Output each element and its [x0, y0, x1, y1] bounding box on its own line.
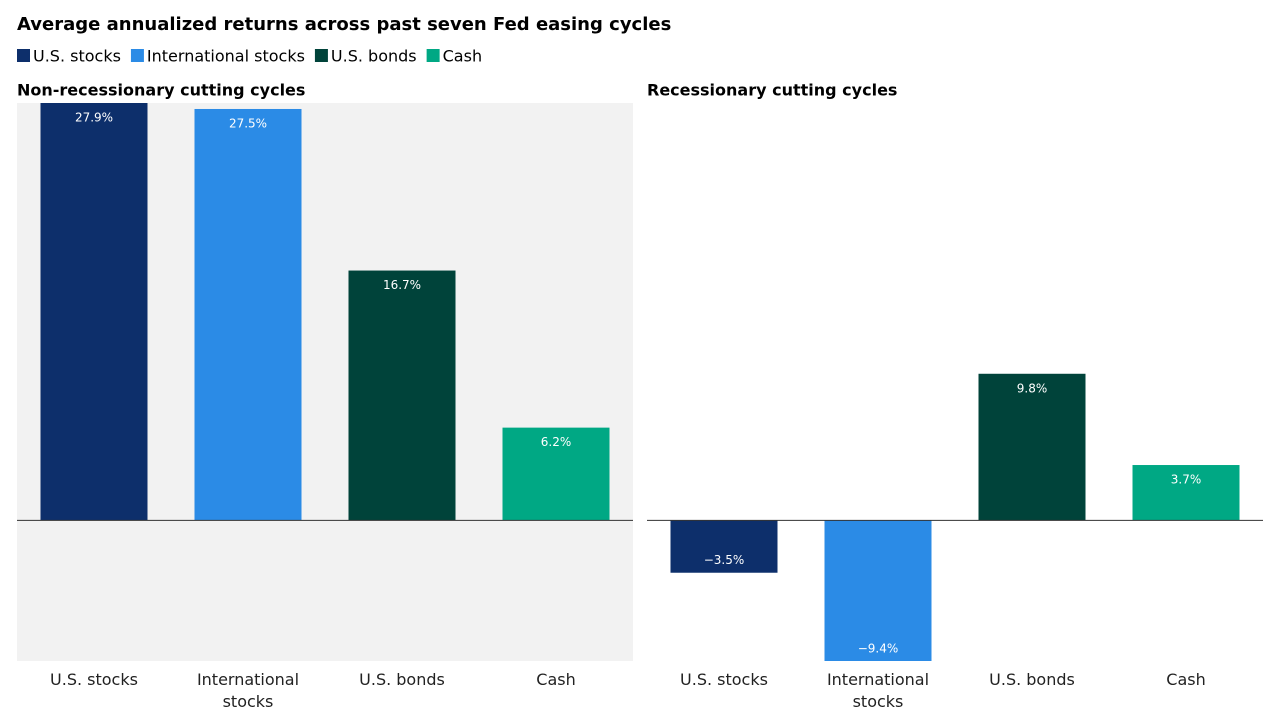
bar — [670, 520, 778, 573]
bar — [1132, 465, 1240, 521]
value-label: 6.2% — [541, 435, 572, 449]
x-tick-label: U.S. stocks — [680, 670, 768, 689]
legend-swatch — [426, 49, 440, 62]
bar — [40, 103, 148, 521]
value-label: 16.7% — [383, 278, 421, 292]
x-tick-label: U.S. bonds — [989, 670, 1075, 689]
bar — [824, 520, 932, 661]
bar — [978, 373, 1086, 521]
legend-swatch — [314, 49, 328, 62]
value-label: −9.4% — [858, 642, 899, 656]
legend: U.S. stocks International stocks U.S. bond… — [17, 47, 482, 66]
value-label: 9.8% — [1017, 381, 1048, 395]
legend-label: International stocks — [147, 47, 305, 66]
legend-label: U.S. bonds — [331, 47, 417, 66]
x-tick-label: Cash — [1166, 670, 1206, 689]
panel-title: Recessionary cutting cycles — [647, 81, 897, 100]
bar — [348, 270, 456, 521]
legend-swatch — [17, 49, 30, 62]
x-tick-label: International stocks — [826, 670, 930, 711]
panel-title: Non-recessionary cutting cycles — [17, 81, 305, 100]
x-tick-label: U.S. bonds — [359, 670, 445, 689]
x-tick-label: U.S. stocks — [50, 670, 138, 689]
x-tick-label: International stocks — [196, 670, 300, 711]
value-label: 27.5% — [229, 116, 267, 130]
legend-label: U.S. stocks — [33, 47, 121, 66]
legend-label: Cash — [443, 47, 482, 66]
chart-title: Average annualized returns across past s… — [17, 14, 671, 35]
plot-background — [647, 103, 1263, 661]
legend-swatch — [130, 49, 144, 62]
value-label: −3.5% — [704, 553, 745, 567]
value-label: 3.7% — [1171, 473, 1202, 487]
value-label: 27.9% — [75, 111, 113, 125]
x-tick-label: Cash — [536, 670, 576, 689]
bar — [502, 427, 610, 521]
bar — [194, 108, 302, 521]
